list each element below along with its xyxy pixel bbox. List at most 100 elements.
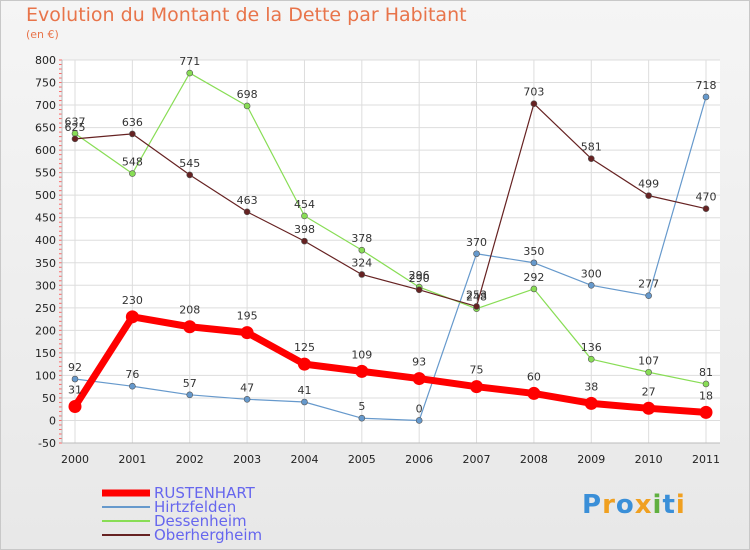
data-label: 41 bbox=[297, 384, 311, 397]
x-tick-label: 2000 bbox=[61, 453, 89, 466]
data-point bbox=[68, 400, 82, 414]
data-label: 27 bbox=[642, 385, 656, 398]
data-label: 38 bbox=[584, 380, 598, 393]
y-tick-label: 550 bbox=[35, 167, 56, 180]
data-label: 300 bbox=[581, 267, 602, 280]
data-point bbox=[702, 380, 710, 388]
data-point bbox=[645, 292, 652, 299]
data-point bbox=[301, 398, 308, 406]
x-tick-label: 2011 bbox=[692, 453, 720, 466]
data-point bbox=[412, 372, 426, 386]
data-label: 581 bbox=[581, 141, 602, 154]
data-label: 60 bbox=[527, 370, 541, 383]
data-point bbox=[587, 355, 595, 363]
data-point bbox=[587, 155, 595, 162]
data-point bbox=[530, 100, 538, 108]
y-tick-label: 450 bbox=[35, 212, 56, 225]
data-label: 277 bbox=[638, 278, 659, 291]
data-point bbox=[645, 368, 652, 376]
data-point bbox=[129, 170, 136, 177]
x-tick-label: 2009 bbox=[577, 453, 605, 466]
x-tick-label: 2004 bbox=[290, 453, 318, 466]
data-label: 47 bbox=[240, 381, 254, 394]
data-label: 125 bbox=[294, 341, 315, 354]
data-point bbox=[186, 171, 194, 179]
data-point bbox=[473, 250, 480, 258]
y-tick-label: 600 bbox=[35, 144, 56, 157]
data-point bbox=[642, 401, 656, 415]
chart-subtitle: (en €) bbox=[26, 28, 59, 41]
data-label: 463 bbox=[237, 194, 258, 207]
data-point bbox=[129, 130, 136, 138]
data-point bbox=[71, 135, 79, 143]
x-tick-label: 2003 bbox=[233, 453, 261, 466]
proxiti-logo: Proxiti bbox=[582, 490, 686, 520]
legend-label: Oberhergheim bbox=[154, 526, 262, 544]
data-point bbox=[358, 246, 366, 254]
data-label: 76 bbox=[125, 368, 139, 381]
data-label: 398 bbox=[294, 223, 315, 236]
x-tick-label: 2008 bbox=[520, 453, 548, 466]
legend-label: Hirtzfelden bbox=[154, 498, 236, 516]
data-label: 470 bbox=[696, 191, 717, 204]
data-label: 718 bbox=[696, 79, 717, 92]
x-tick-label: 2007 bbox=[463, 453, 491, 466]
data-label: 0 bbox=[416, 402, 423, 415]
data-point bbox=[297, 357, 311, 371]
y-tick-label: 750 bbox=[35, 77, 56, 90]
data-label: 208 bbox=[179, 304, 200, 317]
data-label: 378 bbox=[351, 232, 372, 245]
data-point bbox=[415, 286, 423, 294]
y-tick-label: 800 bbox=[35, 54, 56, 67]
y-tick-label: 400 bbox=[35, 234, 56, 247]
y-tick-label: 200 bbox=[35, 324, 56, 337]
series-line-dessenheim bbox=[74, 72, 707, 385]
y-tick-label: -50 bbox=[38, 437, 56, 450]
data-label: 75 bbox=[470, 364, 484, 377]
data-label: 93 bbox=[412, 356, 426, 369]
legend-label: Dessenheim bbox=[154, 512, 247, 530]
y-tick-label: 150 bbox=[35, 347, 56, 360]
data-label: 31 bbox=[68, 384, 82, 397]
x-tick-label: 2002 bbox=[176, 453, 204, 466]
data-label: 703 bbox=[523, 86, 544, 99]
data-point bbox=[358, 271, 366, 278]
data-point bbox=[702, 205, 710, 212]
series-line-hirtzfelden bbox=[74, 96, 707, 422]
legend-label: RUSTENHART bbox=[154, 484, 256, 502]
data-label: 296 bbox=[409, 269, 430, 282]
data-point bbox=[301, 237, 308, 245]
data-label: 248 bbox=[466, 291, 487, 304]
y-tick-label: 0 bbox=[49, 414, 56, 427]
data-label: 136 bbox=[581, 341, 602, 354]
y-tick-label: 250 bbox=[35, 302, 56, 315]
data-point bbox=[584, 396, 598, 410]
data-label: 81 bbox=[699, 366, 713, 379]
data-point bbox=[240, 326, 254, 340]
data-label: 18 bbox=[699, 389, 713, 402]
data-label: 92 bbox=[68, 361, 82, 374]
data-label: 625 bbox=[65, 121, 86, 134]
data-point bbox=[530, 259, 538, 267]
data-point bbox=[470, 380, 484, 394]
data-label: 637 bbox=[65, 115, 86, 128]
data-label: 5 bbox=[358, 400, 365, 413]
data-point bbox=[71, 375, 79, 383]
chart-title: Evolution du Montant de la Dette par Hab… bbox=[26, 4, 467, 26]
data-label: 771 bbox=[179, 55, 200, 68]
data-label: 545 bbox=[179, 157, 200, 170]
data-label: 292 bbox=[523, 271, 544, 284]
x-tick-label: 2006 bbox=[405, 453, 433, 466]
y-tick-label: 650 bbox=[35, 122, 56, 135]
data-label: 253 bbox=[466, 288, 487, 301]
data-label: 195 bbox=[237, 310, 258, 323]
x-tick-label: 2005 bbox=[348, 453, 376, 466]
data-label: 499 bbox=[638, 178, 659, 191]
data-point bbox=[243, 102, 251, 110]
data-label: 370 bbox=[466, 236, 487, 249]
data-point bbox=[699, 405, 713, 419]
data-point bbox=[301, 212, 308, 220]
data-point bbox=[243, 395, 251, 403]
y-tick-label: 500 bbox=[35, 189, 56, 202]
